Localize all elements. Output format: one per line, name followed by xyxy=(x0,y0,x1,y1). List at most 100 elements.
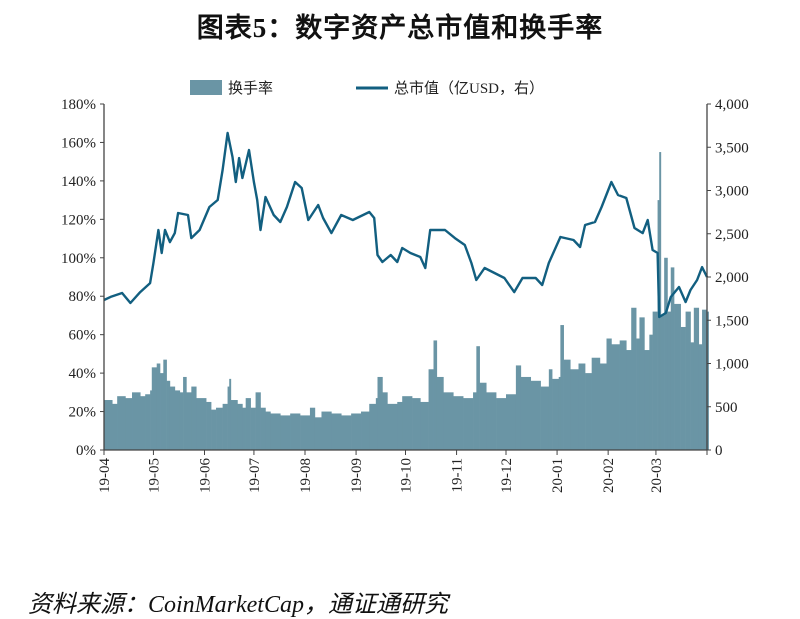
turnover-bar xyxy=(145,394,151,450)
turnover-bar xyxy=(151,367,158,450)
turnover-bar xyxy=(570,369,579,450)
turnover-bar xyxy=(585,373,592,450)
y-right-tick-label: 1,000 xyxy=(715,357,749,373)
turnover-bar xyxy=(420,401,429,450)
turnover-bar xyxy=(179,392,184,450)
y-left-tick-label: 120% xyxy=(61,212,96,228)
turnover-bar xyxy=(443,392,454,450)
turnover-bar xyxy=(150,390,153,450)
turnover-bar xyxy=(245,398,251,450)
turnover-bar xyxy=(140,396,146,450)
turnover-bar xyxy=(227,386,230,450)
turnover-bar xyxy=(702,309,708,450)
turnover-bar xyxy=(667,311,672,450)
turnover-bar xyxy=(530,380,541,450)
turnover-bar xyxy=(169,386,176,450)
turnover-bar xyxy=(132,392,141,450)
turnover-bar xyxy=(397,401,403,450)
turnover-bar xyxy=(520,376,532,450)
turnover-bar xyxy=(486,392,497,450)
x-tick-label: 19-06 xyxy=(198,458,214,493)
turnover-bar xyxy=(693,307,700,450)
turnover-bar xyxy=(515,365,522,450)
turnover-bar xyxy=(652,311,658,450)
turnover-bar xyxy=(369,403,377,450)
turnover-bar xyxy=(314,417,322,450)
turnover-bar xyxy=(685,311,691,450)
turnover-bar xyxy=(211,409,217,450)
turnover-bar xyxy=(479,382,487,450)
turnover-bar xyxy=(255,392,261,450)
turnover-bar xyxy=(377,376,383,450)
turnover-bar xyxy=(280,415,291,450)
turnover-bar xyxy=(599,363,607,450)
turnover-bar xyxy=(250,407,256,450)
turnover-bar xyxy=(191,386,197,450)
turnover-bar xyxy=(206,401,212,450)
turnover-bar xyxy=(104,400,113,450)
turnover-bar xyxy=(230,400,238,450)
turnover-bar xyxy=(552,378,560,450)
turnover-bar xyxy=(216,407,223,450)
y-left-tick-label: 0% xyxy=(76,443,96,459)
y-right-tick-label: 3,500 xyxy=(715,140,749,156)
x-tick-label: 20-03 xyxy=(649,458,665,493)
turnover-bar xyxy=(631,307,637,450)
turnover-bar xyxy=(290,413,301,450)
turnover-bar xyxy=(321,411,332,450)
x-tick-label: 19-09 xyxy=(349,458,365,493)
turnover-bar xyxy=(560,325,564,450)
x-tick-label: 20-01 xyxy=(550,458,566,493)
turnover-bar xyxy=(125,398,133,450)
turnover-bar xyxy=(644,350,650,450)
turnover-bar xyxy=(117,396,126,450)
turnover-bar xyxy=(375,398,378,450)
turnover-bar xyxy=(196,398,207,450)
turnover-bar xyxy=(163,359,167,450)
legend-swatch-turnover xyxy=(190,80,222,95)
turnover-bar xyxy=(242,407,246,450)
source-note: 资料来源：CoinMarketCap，通证通研究 xyxy=(28,592,448,618)
x-tick-label: 19-12 xyxy=(499,458,515,493)
turnover-bar xyxy=(698,344,703,450)
turnover-bar xyxy=(309,407,316,450)
turnover-bar xyxy=(664,257,668,450)
y-right-tick-label: 500 xyxy=(715,400,738,416)
turnover-bars xyxy=(104,152,709,451)
turnover-bar xyxy=(361,411,370,450)
turnover-bar xyxy=(496,398,507,450)
y-right-tick-label: 2,500 xyxy=(715,227,749,243)
turnover-bar xyxy=(606,338,612,450)
turnover-bar xyxy=(649,334,653,450)
turnover-bar xyxy=(680,326,686,450)
turnover-bar xyxy=(690,342,695,450)
turnover-bar xyxy=(300,415,311,450)
turnover-bar xyxy=(611,344,620,450)
turnover-bar xyxy=(237,403,243,450)
turnover-bar xyxy=(707,311,709,450)
turnover-bar xyxy=(160,373,164,450)
turnover-bar xyxy=(229,378,232,450)
turnover-bar xyxy=(578,363,586,450)
y-left-tick-label: 40% xyxy=(69,366,97,382)
turnover-bar xyxy=(476,346,480,450)
turnover-bar xyxy=(270,413,281,450)
turnover-bar xyxy=(436,376,444,450)
x-tick-label: 19-04 xyxy=(97,458,113,493)
axes: 0% 20% 40% 60% 80% 100% 120% 140% 160% 180% 0 500 1,… xyxy=(61,97,749,493)
turnover-bar xyxy=(387,403,398,450)
turnover-bar xyxy=(563,359,571,450)
turnover-bar xyxy=(473,392,477,450)
turnover-bar xyxy=(382,392,388,450)
y-right-tick-label: 0 xyxy=(715,443,723,459)
turnover-bar xyxy=(186,392,192,450)
turnover-bar xyxy=(428,369,434,450)
chart-title: 图表5：数字资产总市值和换手率 xyxy=(196,13,604,43)
turnover-bar xyxy=(591,357,601,450)
turnover-bar xyxy=(331,413,342,450)
x-tick-label: 19-11 xyxy=(450,458,466,492)
y-left-tick-label: 60% xyxy=(69,328,97,344)
turnover-bar xyxy=(626,350,632,450)
turnover-bar xyxy=(639,317,645,450)
